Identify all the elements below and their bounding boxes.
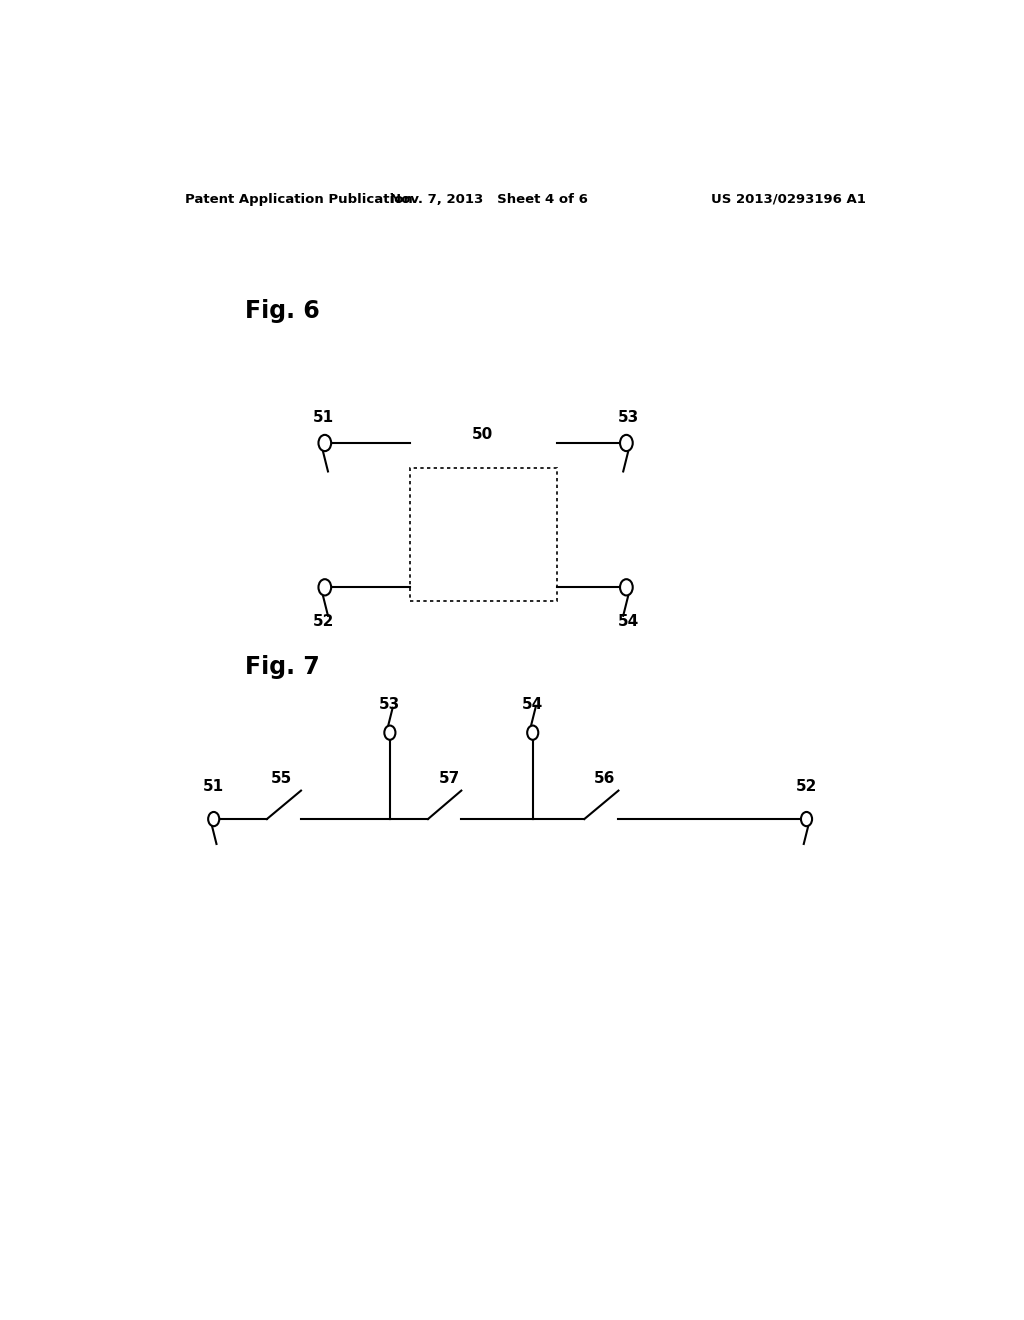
Text: US 2013/0293196 A1: US 2013/0293196 A1 bbox=[712, 193, 866, 206]
Circle shape bbox=[208, 812, 219, 826]
Circle shape bbox=[318, 434, 331, 451]
Bar bbox=[410, 469, 557, 601]
Text: 54: 54 bbox=[617, 614, 639, 630]
Text: 57: 57 bbox=[438, 771, 460, 785]
Text: 52: 52 bbox=[796, 779, 817, 795]
Text: 51: 51 bbox=[312, 411, 334, 425]
Circle shape bbox=[621, 434, 633, 451]
Text: Fig. 7: Fig. 7 bbox=[246, 655, 321, 678]
Text: 53: 53 bbox=[379, 697, 400, 711]
Text: 51: 51 bbox=[203, 779, 224, 795]
Text: 54: 54 bbox=[522, 697, 544, 711]
Circle shape bbox=[801, 812, 812, 826]
Text: 55: 55 bbox=[270, 771, 292, 785]
Text: 53: 53 bbox=[617, 411, 639, 425]
Circle shape bbox=[527, 726, 539, 739]
Text: Fig. 6: Fig. 6 bbox=[246, 298, 321, 323]
Text: 52: 52 bbox=[312, 614, 334, 630]
Text: 50: 50 bbox=[472, 428, 494, 442]
Circle shape bbox=[384, 726, 395, 739]
Text: Patent Application Publication: Patent Application Publication bbox=[185, 193, 413, 206]
Circle shape bbox=[621, 579, 633, 595]
Circle shape bbox=[318, 579, 331, 595]
Text: 56: 56 bbox=[594, 771, 614, 785]
Text: Nov. 7, 2013   Sheet 4 of 6: Nov. 7, 2013 Sheet 4 of 6 bbox=[390, 193, 588, 206]
